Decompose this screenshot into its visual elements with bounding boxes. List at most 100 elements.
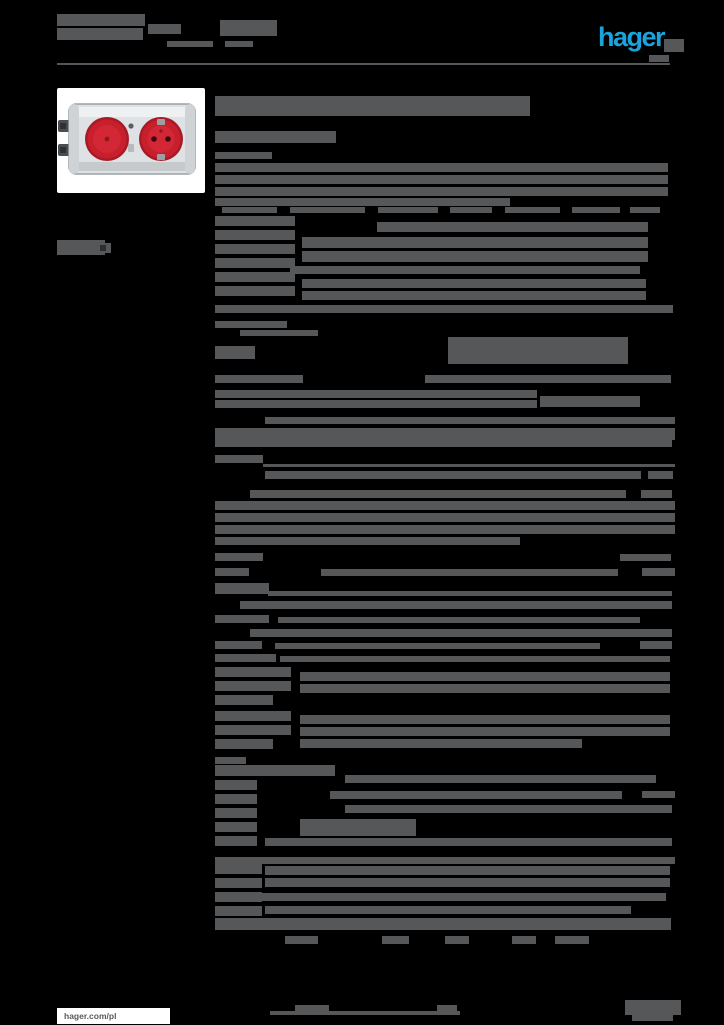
redacted-text-block: [505, 207, 560, 213]
redacted-text-block: [225, 41, 253, 47]
redacted-text-block: [620, 554, 671, 561]
redacted-text-block: [167, 41, 213, 47]
redacted-text-block: [215, 272, 295, 282]
redacted-text-block: [295, 1005, 329, 1011]
redacted-text-block: [215, 258, 295, 268]
redacted-text-block: [263, 464, 675, 467]
redacted-text-block: [649, 55, 669, 62]
redacted-text-block: [215, 216, 295, 226]
redacted-text-block: [220, 20, 277, 36]
redacted-text-block: [215, 695, 273, 705]
redacted-text-block: [345, 775, 656, 783]
redacted-text-block: [641, 490, 672, 498]
redacted-text-block: [300, 684, 670, 693]
product-photo: [57, 88, 205, 193]
redacted-text-block: [215, 892, 262, 902]
redacted-text-block: [630, 207, 660, 213]
redacted-text-block: [215, 765, 335, 776]
redacted-text-block: [215, 455, 263, 463]
redacted-text-block: [642, 791, 675, 798]
redacted-text-block: [100, 245, 106, 251]
redacted-text-block: [215, 615, 269, 623]
redacted-text-block: [215, 864, 262, 874]
redacted-text-block: [215, 794, 257, 804]
footer-website-link[interactable]: hager.com/pl: [57, 1008, 170, 1024]
redacted-text-block: [300, 819, 416, 836]
redacted-text-block: [300, 715, 670, 724]
redacted-text-block: [265, 417, 675, 424]
redacted-text-block: [572, 207, 620, 213]
redacted-text-block: [215, 513, 675, 522]
redacted-text-block: [285, 936, 318, 944]
redacted-text-block: [215, 525, 675, 534]
redacted-text-block: [302, 279, 646, 288]
redacted-text-block: [270, 1011, 460, 1015]
redacted-text-block: [302, 237, 648, 248]
redacted-text-block: [57, 14, 145, 26]
redacted-text-block: [57, 28, 143, 40]
redacted-text-block: [345, 805, 672, 813]
redacted-text-block: [215, 857, 675, 864]
redacted-text-block: [302, 251, 648, 262]
redacted-text-block: [437, 1005, 457, 1011]
redacted-text-block: [664, 39, 684, 52]
redacted-text-block: [215, 641, 262, 649]
redacted-text-block: [215, 757, 246, 764]
redacted-text-block: [265, 878, 670, 887]
redacted-text-block: [215, 390, 537, 398]
redacted-text-block: [445, 936, 469, 944]
redacted-text-block: [215, 918, 671, 930]
redacted-text-block: [512, 936, 536, 944]
redacted-text-block: [290, 207, 365, 213]
redacted-text-block: [215, 96, 530, 116]
redacted-text-block: [377, 222, 648, 232]
redacted-text-block: [215, 780, 257, 790]
redacted-text-block: [250, 629, 672, 637]
redacted-text-block: [215, 667, 291, 677]
redacted-text-block: [268, 591, 672, 596]
redacted-text-block: [265, 906, 631, 914]
redacted-text-block: [215, 286, 295, 296]
redacted-text-block: [215, 440, 672, 447]
redacted-text-block: [382, 936, 409, 944]
redacted-text-block: [240, 330, 318, 336]
redacted-text-block: [300, 739, 582, 748]
redacted-text-block: [265, 471, 641, 479]
redacted-text-block: [275, 643, 600, 649]
redacted-text-block: [302, 291, 646, 300]
redacted-text-block: [215, 230, 295, 240]
redacted-text-block: [265, 866, 670, 875]
redacted-text-block: [215, 725, 291, 735]
redacted-text-block: [215, 808, 257, 818]
redacted-text-block: [265, 838, 672, 846]
redacted-text-block: [215, 428, 675, 440]
redacted-text-block: [215, 654, 276, 662]
redacted-text-block: [215, 583, 269, 594]
redacted-text-block: [215, 321, 287, 328]
redacted-text-block: [321, 569, 618, 576]
redacted-text-block: [448, 337, 628, 364]
redacted-text-block: [215, 131, 336, 143]
redacted-text-block: [215, 198, 510, 206]
redacted-text-block: [215, 553, 263, 561]
redacted-text-block: [215, 501, 675, 510]
redacted-text-block: [215, 187, 668, 196]
redacted-text-block: [222, 207, 277, 213]
redacted-text-block: [215, 305, 673, 313]
redacted-text-block: [215, 822, 257, 832]
redacted-text-block: [215, 568, 249, 576]
redacted-text-block: [640, 641, 672, 649]
redacted-text-block: [300, 672, 670, 681]
redacted-text-block: [642, 568, 675, 576]
redacted-text-block: [215, 739, 273, 749]
redacted-text-block: [215, 375, 303, 383]
redacted-text-block: [425, 375, 671, 383]
redacted-text-block: [555, 936, 589, 944]
redacted-text-block: [215, 152, 272, 159]
redacted-text-block: [215, 906, 262, 916]
redacted-text-block: [215, 244, 295, 254]
redacted-text-block: [290, 266, 640, 274]
hager-logo: hager: [598, 22, 666, 52]
